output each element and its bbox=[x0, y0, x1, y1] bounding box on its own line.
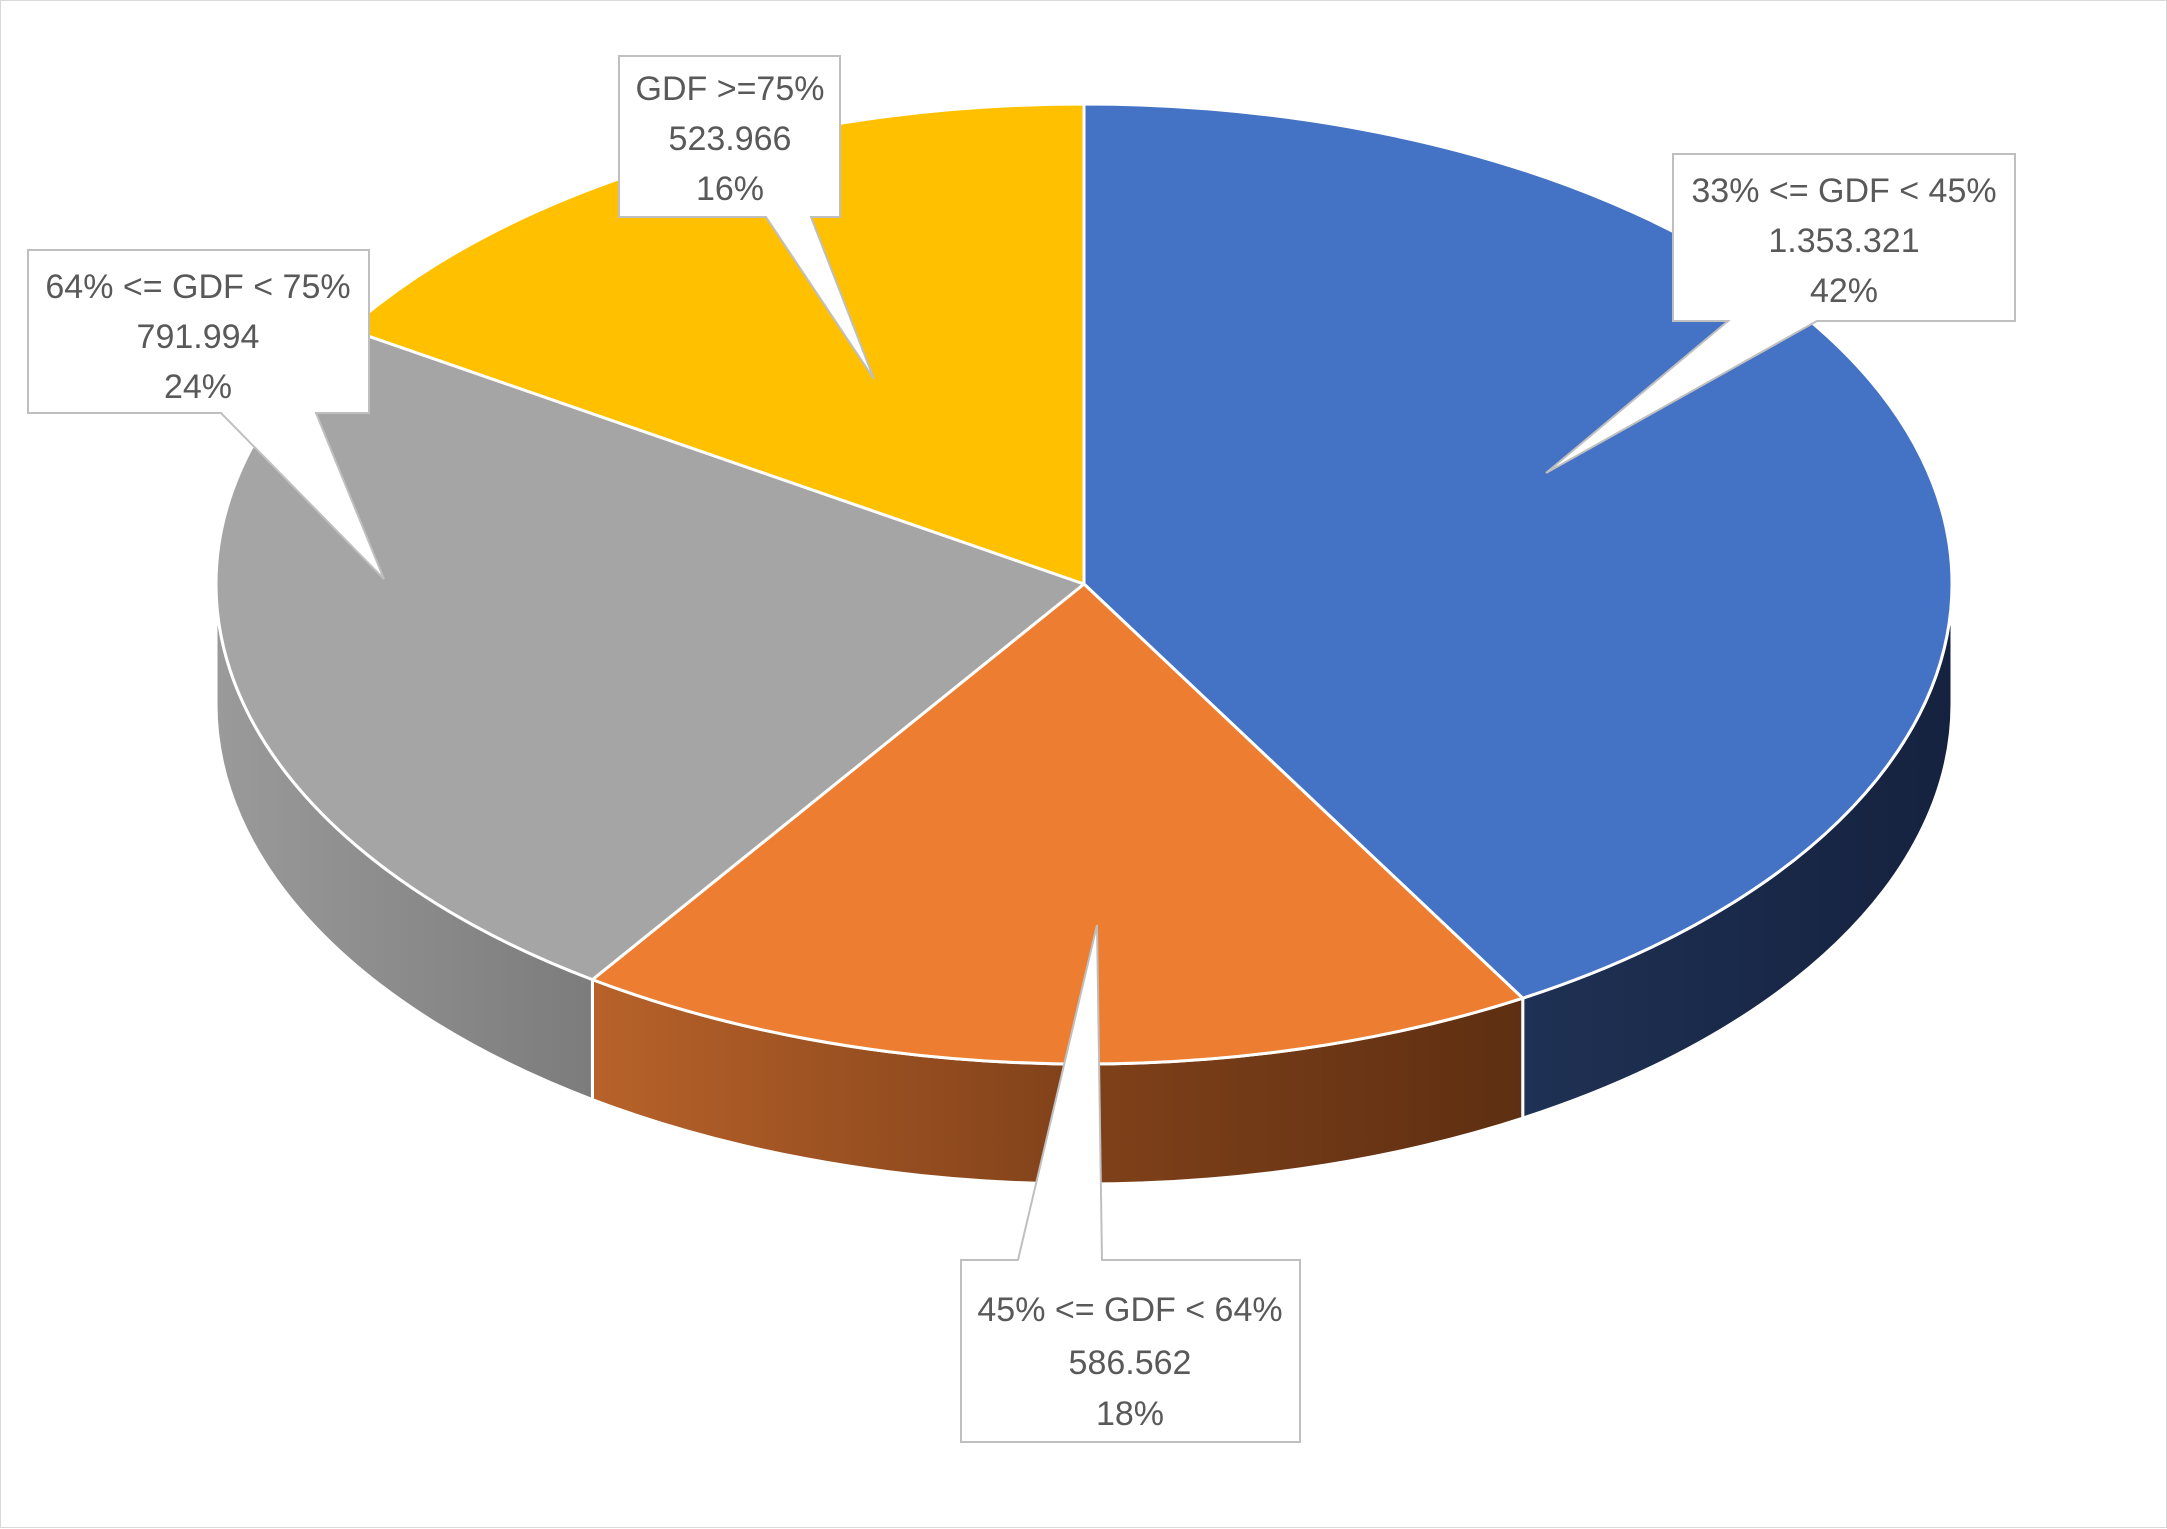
slice-2-percent: 24% bbox=[164, 368, 232, 406]
callout-box-1 bbox=[960, 924, 1301, 1443]
slice-0-label: 33% <= GDF < 45% bbox=[1691, 172, 1996, 210]
slice-1-label: 45% <= GDF < 64% bbox=[977, 1291, 1282, 1329]
callout-box-3 bbox=[618, 55, 875, 380]
slice-0-percent: 42% bbox=[1810, 272, 1878, 310]
slice-3-label: GDF >=75% bbox=[636, 70, 825, 108]
slice-2-value: 791.994 bbox=[137, 318, 260, 356]
pie-slice-1 bbox=[590, 582, 1525, 1066]
data-label-callout-2: 64% <= GDF < 75% 791.994 24% bbox=[27, 249, 385, 580]
data-label-callout-0: 33% <= GDF < 45% 1.353.321 42% bbox=[1545, 153, 2016, 474]
slice-0-value: 1.353.321 bbox=[1768, 222, 1919, 260]
slice-2-label: 64% <= GDF < 75% bbox=[45, 268, 350, 306]
slice-3-value: 523.966 bbox=[669, 120, 792, 158]
callout-box-2 bbox=[27, 249, 385, 580]
slice-1-percent: 18% bbox=[1096, 1395, 1164, 1433]
data-label-callout-1: 45% <= GDF < 64% 586.562 18% bbox=[960, 924, 1301, 1443]
slice-1-value: 586.562 bbox=[1069, 1344, 1192, 1382]
callout-box-0 bbox=[1545, 153, 2016, 474]
slice-3-percent: 16% bbox=[696, 170, 764, 208]
data-label-callout-3: GDF >=75% 523.966 16% bbox=[618, 55, 875, 380]
